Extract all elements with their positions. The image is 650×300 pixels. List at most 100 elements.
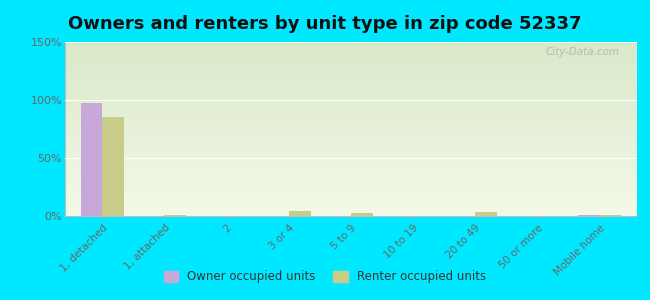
Bar <box>65 92 637 93</box>
Bar <box>65 110 637 111</box>
Bar <box>65 138 637 139</box>
Bar <box>65 114 637 115</box>
Bar <box>65 137 637 138</box>
Bar <box>65 59 637 60</box>
Bar <box>65 79 637 80</box>
Bar <box>65 183 637 184</box>
Bar <box>65 50 637 51</box>
Bar <box>65 212 637 213</box>
Bar <box>65 74 637 75</box>
Bar <box>65 54 637 55</box>
Bar <box>65 202 637 203</box>
Bar <box>65 102 637 103</box>
Bar <box>351 213 372 216</box>
Bar <box>65 55 637 56</box>
Bar <box>65 105 637 106</box>
Bar <box>65 90 637 91</box>
Bar <box>65 124 637 125</box>
Bar <box>65 140 637 141</box>
Bar <box>65 165 637 166</box>
Bar <box>65 159 637 160</box>
Bar <box>65 205 637 206</box>
Bar <box>65 203 637 204</box>
Bar <box>65 73 637 74</box>
Bar <box>65 60 637 61</box>
Legend: Owner occupied units, Renter occupied units: Owner occupied units, Renter occupied un… <box>159 266 491 288</box>
Bar <box>65 142 637 143</box>
Bar <box>65 113 637 114</box>
Bar <box>65 51 637 52</box>
Bar <box>65 104 637 105</box>
Bar <box>65 173 637 174</box>
Bar <box>65 169 637 170</box>
Bar <box>65 106 637 107</box>
Bar <box>65 151 637 152</box>
Bar <box>65 80 637 81</box>
Bar <box>65 126 637 127</box>
Bar <box>65 209 637 210</box>
Bar <box>65 100 637 101</box>
Bar <box>65 152 637 153</box>
Bar <box>65 76 637 77</box>
Bar <box>65 86 637 87</box>
Bar <box>65 162 637 163</box>
Bar <box>65 57 637 58</box>
Bar <box>65 103 637 104</box>
Bar <box>65 143 637 144</box>
Bar <box>65 94 637 95</box>
Bar <box>65 163 637 164</box>
Bar <box>65 69 637 70</box>
Bar <box>65 202 637 203</box>
Bar <box>65 206 637 207</box>
Bar <box>65 112 637 113</box>
Bar <box>65 184 637 185</box>
Bar <box>65 118 637 119</box>
Bar <box>65 107 637 108</box>
Bar <box>65 208 637 209</box>
Bar <box>65 186 637 187</box>
Bar <box>65 181 637 182</box>
Bar <box>65 121 637 122</box>
Bar <box>65 47 637 48</box>
Bar <box>578 214 600 216</box>
Bar <box>65 45 637 46</box>
Bar <box>65 116 637 117</box>
Text: Owners and renters by unit type in zip code 52337: Owners and renters by unit type in zip c… <box>68 15 582 33</box>
Bar <box>65 61 637 62</box>
Bar <box>65 48 637 49</box>
Bar <box>65 130 637 131</box>
Bar <box>65 70 637 71</box>
Bar <box>65 176 637 177</box>
Bar <box>65 171 637 172</box>
Bar <box>65 133 637 134</box>
Bar <box>65 122 637 123</box>
Bar <box>65 167 637 168</box>
Bar <box>65 153 637 154</box>
Bar <box>65 197 637 198</box>
Bar <box>600 214 621 216</box>
Bar <box>65 175 637 176</box>
Bar <box>65 198 637 199</box>
Bar <box>65 200 637 201</box>
Bar <box>65 155 637 156</box>
Bar <box>65 128 637 129</box>
Bar <box>65 189 637 190</box>
Bar <box>65 97 637 98</box>
Bar <box>65 81 637 82</box>
Bar <box>65 101 637 102</box>
Bar <box>65 120 637 121</box>
Text: City-Data.com: City-Data.com <box>546 47 620 57</box>
Bar <box>65 196 637 197</box>
Bar <box>65 119 637 120</box>
Bar <box>65 188 637 189</box>
Bar <box>65 191 637 192</box>
Bar <box>65 85 637 86</box>
Bar <box>65 211 637 212</box>
Bar <box>65 213 637 214</box>
Bar <box>65 75 637 76</box>
Bar <box>65 96 637 97</box>
Bar <box>65 177 637 178</box>
Bar <box>65 141 637 142</box>
Bar <box>65 135 637 136</box>
Bar <box>65 77 637 78</box>
